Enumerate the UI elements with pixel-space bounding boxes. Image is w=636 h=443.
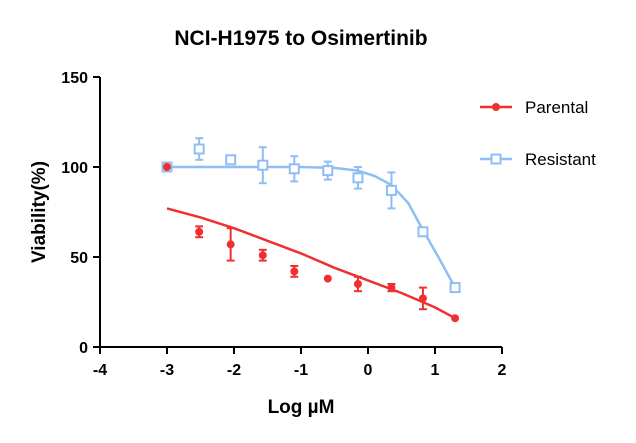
data-point — [257, 159, 269, 171]
x-tick-label: 0 — [364, 362, 373, 379]
axes: -4 -3 -2 -1 0 1 2 0 50 100 150 — [61, 70, 506, 379]
x-tick-label: -1 — [294, 362, 308, 379]
series-parental — [163, 163, 460, 323]
data-point — [353, 280, 362, 288]
y-tick-label: 50 — [70, 250, 88, 267]
x-axis-label: Log µM — [268, 397, 335, 418]
data-point — [492, 103, 500, 111]
y-tick-label: 0 — [79, 340, 88, 357]
data-point — [387, 283, 396, 292]
y-tick-label: 150 — [61, 70, 88, 87]
x-tick-label: 2 — [498, 362, 507, 379]
x-tick-label: 1 — [431, 362, 440, 379]
data-point — [290, 267, 299, 276]
x-tick-label: -3 — [160, 362, 174, 379]
data-point — [322, 165, 334, 177]
legend-label: Parental — [525, 98, 588, 117]
fit-curve — [166, 207, 456, 320]
data-point — [323, 274, 332, 283]
data-point — [418, 294, 427, 303]
series-resistant — [161, 137, 461, 294]
x-tick-label: -2 — [227, 362, 241, 379]
data-point — [193, 143, 205, 155]
data-point — [163, 163, 171, 171]
data-point — [451, 314, 460, 323]
plot-area — [161, 137, 461, 323]
chart-title: NCI-H1975 to Osimertinib — [174, 27, 427, 50]
data-point — [352, 172, 364, 184]
legend-label: Resistant — [525, 150, 596, 169]
data-point — [449, 282, 461, 294]
data-point — [490, 153, 502, 165]
data-point — [226, 240, 235, 249]
data-point — [288, 163, 300, 175]
x-tick-label: -4 — [93, 362, 107, 379]
data-point — [225, 154, 237, 166]
y-axis-label: Viability(%) — [29, 161, 50, 263]
fit-curve — [167, 165, 457, 289]
y-tick-label: 100 — [61, 160, 88, 177]
data-point — [385, 184, 397, 196]
legend: Parental Resistant — [480, 98, 596, 169]
data-point — [417, 226, 429, 238]
data-point — [195, 227, 204, 236]
data-point — [258, 251, 267, 260]
